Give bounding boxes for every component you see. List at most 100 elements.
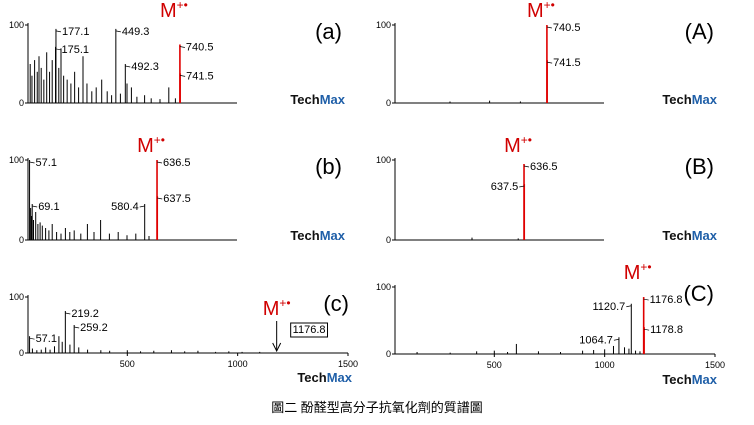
peak-label: 740.5	[186, 42, 214, 54]
watermark-tech: Tech	[662, 228, 691, 243]
peak-label: 741.5	[553, 57, 581, 69]
x-tick-label: 1000	[595, 360, 615, 370]
peak-label: 636.5	[163, 157, 191, 169]
y-tick-label: 0	[19, 98, 24, 108]
peak-label: 637.5	[163, 193, 191, 205]
ion-charge: +•	[544, 0, 555, 12]
peak-label: 69.1	[38, 201, 59, 213]
panel-title: (B)	[685, 154, 714, 179]
panel-title: (b)	[315, 154, 342, 179]
label-leader	[180, 75, 186, 77]
peak-label: 259.2	[80, 322, 108, 334]
watermark-max: Max	[320, 92, 346, 107]
ion-charge: +•	[521, 133, 532, 147]
watermark: TechMax	[297, 370, 352, 385]
ion-arrowhead	[272, 342, 282, 353]
label-leader	[29, 161, 35, 164]
caption: 圖二 酚醛型高分子抗氧化劑的質譜圖	[271, 400, 483, 415]
label-leader	[613, 338, 620, 341]
y-tick-label: 0	[386, 235, 391, 245]
x-tick-label: 500	[120, 359, 135, 369]
label-leader	[65, 312, 71, 315]
panel-title: (A)	[685, 19, 714, 44]
peak-label: 636.5	[530, 161, 558, 173]
x-tick-label: 1500	[705, 360, 725, 370]
ion-label: M+•	[263, 296, 291, 320]
y-tick-label: 100	[9, 20, 24, 30]
watermark-max: Max	[692, 92, 718, 107]
panel-title: (c)	[323, 291, 349, 316]
ion-label: M+•	[160, 0, 188, 22]
y-tick-label: 0	[19, 348, 24, 358]
label-leader	[55, 30, 62, 33]
label-leader	[74, 326, 80, 329]
ion-label: M+•	[504, 133, 532, 157]
label-leader	[29, 337, 35, 340]
peak-label: 637.5	[491, 181, 519, 193]
ion-charge: +•	[154, 133, 165, 147]
watermark-tech: Tech	[662, 92, 691, 107]
label-leader	[179, 46, 185, 48]
watermark: TechMax	[662, 228, 717, 243]
ion-label: M+•	[527, 0, 555, 22]
ion-mass-box	[290, 322, 329, 338]
watermark-tech: Tech	[662, 372, 691, 387]
peak-label: 1064.7	[579, 334, 613, 346]
y-tick-label: 0	[19, 235, 24, 245]
ion-mass-label: 1176.8	[293, 324, 326, 336]
ion-charge: +•	[177, 0, 188, 12]
y-tick-label: 0	[386, 98, 391, 108]
watermark: TechMax	[290, 228, 345, 243]
ion-charge: +•	[279, 296, 290, 310]
label-leader	[643, 298, 649, 301]
peak-label: 1120.7	[592, 301, 625, 313]
watermark-max: Max	[692, 228, 718, 243]
label-leader	[139, 205, 145, 208]
peak-label: 492.3	[131, 61, 159, 73]
ion-symbol: M	[527, 0, 544, 22]
label-leader	[157, 197, 163, 200]
label-leader	[547, 61, 553, 64]
panel-title: (C)	[683, 281, 714, 306]
watermark-max: Max	[320, 228, 346, 243]
panel-title: (a)	[315, 19, 342, 44]
label-leader	[32, 205, 38, 208]
y-tick-label: 100	[9, 292, 24, 302]
watermark: TechMax	[662, 92, 717, 107]
ion-symbol: M	[624, 262, 641, 284]
watermark: TechMax	[662, 372, 717, 387]
ion-charge: +•	[640, 260, 651, 274]
peak-label: 741.5	[186, 70, 214, 82]
label-leader	[644, 328, 650, 331]
ion-symbol: M	[137, 135, 154, 157]
label-leader	[519, 185, 525, 188]
peak-label: 177.1	[62, 26, 90, 38]
y-tick-label: 100	[376, 155, 391, 165]
y-tick-label: 100	[9, 155, 24, 165]
ion-label: M+•	[624, 260, 652, 284]
peak-label: 449.3	[122, 26, 150, 38]
peak-label: 175.1	[62, 44, 90, 56]
peak-label: 219.2	[71, 308, 99, 320]
watermark-tech: Tech	[290, 228, 319, 243]
ion-symbol: M	[504, 135, 521, 157]
peak-label: 740.5	[553, 22, 581, 34]
label-leader	[156, 161, 163, 164]
peak-label: 580.4	[111, 201, 139, 213]
peak-label: 57.1	[36, 333, 57, 345]
y-tick-label: 100	[376, 20, 391, 30]
y-tick-label: 0	[386, 349, 391, 359]
peak-label: 1176.8	[650, 294, 683, 306]
x-tick-label: 1000	[228, 359, 248, 369]
peak-label: 57.1	[36, 157, 57, 169]
y-tick-label: 100	[376, 282, 391, 292]
watermark-max: Max	[692, 372, 718, 387]
ion-symbol: M	[263, 298, 280, 320]
label-leader	[115, 30, 121, 33]
peak-label: 1178.8	[650, 324, 683, 336]
label-leader	[626, 305, 632, 308]
label-leader	[546, 26, 552, 29]
watermark: TechMax	[290, 92, 345, 107]
label-leader	[125, 65, 131, 68]
